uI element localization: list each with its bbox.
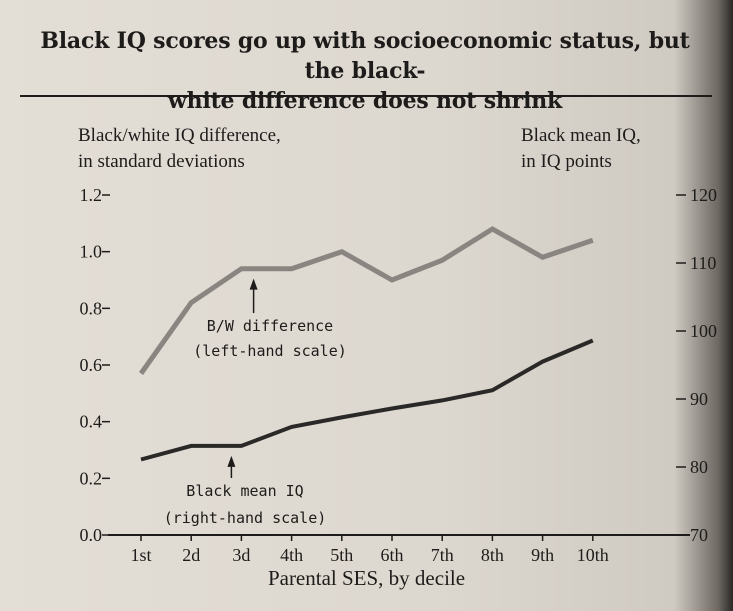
right-tick-label: 100 [690, 321, 717, 341]
left-axis-title: Black/white IQ difference, in standard d… [78, 123, 281, 175]
x-tick-label: 5th [330, 545, 353, 565]
x-tick-label: 1st [130, 545, 151, 565]
annotation-arrow-head [227, 455, 236, 467]
right-tick-label: 110 [690, 253, 716, 273]
x-axis-title: Parental SES, by decile [267, 566, 466, 590]
left-tick-label: 0.4 [80, 412, 103, 432]
right-axis-title-line-2: in IQ points [521, 151, 612, 172]
title-rule [20, 95, 712, 97]
x-tick-label: 10th [577, 545, 609, 565]
x-tick-label: 9th [531, 545, 554, 565]
left-axis-title-line-1: Black/white IQ difference, [78, 125, 281, 146]
annotation-arrow-head [249, 278, 258, 290]
x-tick-label: 4th [280, 545, 303, 565]
annotation-label-line-1: Black mean IQ [186, 482, 303, 500]
annotation-label-line-2: (right-hand scale) [164, 509, 327, 527]
right-axis-title-line-1: Black mean IQ, [521, 125, 641, 146]
left-tick-label: 1.2 [80, 185, 103, 205]
annotation-label-line-2: (left-hand scale) [193, 342, 347, 360]
chart-title: Black IQ scores go up with socioeconomic… [20, 26, 710, 116]
x-tick-label: 3d [232, 545, 250, 565]
chart-title-line-1: Black IQ scores go up with socioeconomic… [40, 28, 690, 84]
x-tick-label: 2d [182, 545, 200, 565]
left-tick-label: 0.0 [80, 525, 103, 545]
right-tick-label: 90 [690, 389, 708, 409]
left-tick-label: 0.6 [80, 355, 103, 375]
right-tick-label: 120 [690, 185, 717, 205]
right-axis-title: Black mean IQ, in IQ points [521, 123, 641, 175]
bw-difference-line [138, 226, 594, 375]
x-tick-label: 6th [380, 545, 403, 565]
left-tick-label: 0.8 [80, 298, 103, 318]
left-tick-label: 0.2 [80, 468, 103, 488]
x-tick-label: 7th [431, 545, 454, 565]
x-tick-label: 8th [481, 545, 504, 565]
left-axis-title-line-2: in standard deviations [78, 151, 245, 172]
annotation-label-line-1: B/W difference [207, 317, 333, 335]
left-tick-label: 1.0 [80, 242, 103, 262]
right-tick-label: 70 [690, 525, 708, 545]
black-mean-iq-line [140, 338, 594, 462]
right-tick-label: 80 [690, 457, 708, 477]
chart-title-line-2: white difference does not shrink [167, 88, 563, 114]
